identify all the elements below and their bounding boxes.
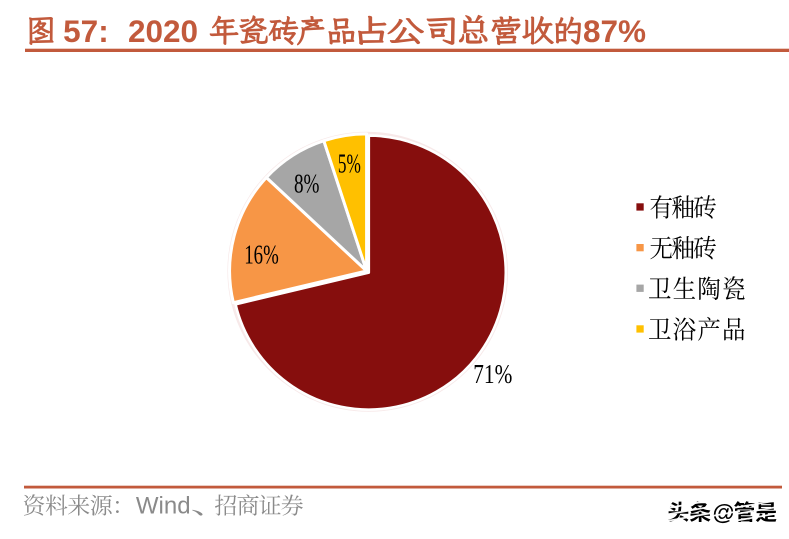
svg-text:8%: 8% [294, 169, 320, 199]
svg-text:Wind: Wind [136, 493, 191, 520]
svg-text:87%: 87% [583, 13, 646, 49]
svg-text:57: 57 [63, 13, 98, 49]
svg-text:2020: 2020 [128, 13, 198, 49]
svg-text::: : [98, 13, 109, 49]
svg-text:71%: 71% [473, 359, 512, 389]
svg-text:5%: 5% [338, 149, 361, 179]
svg-text:@: @ [713, 500, 735, 525]
svg-text:16%: 16% [244, 239, 279, 269]
